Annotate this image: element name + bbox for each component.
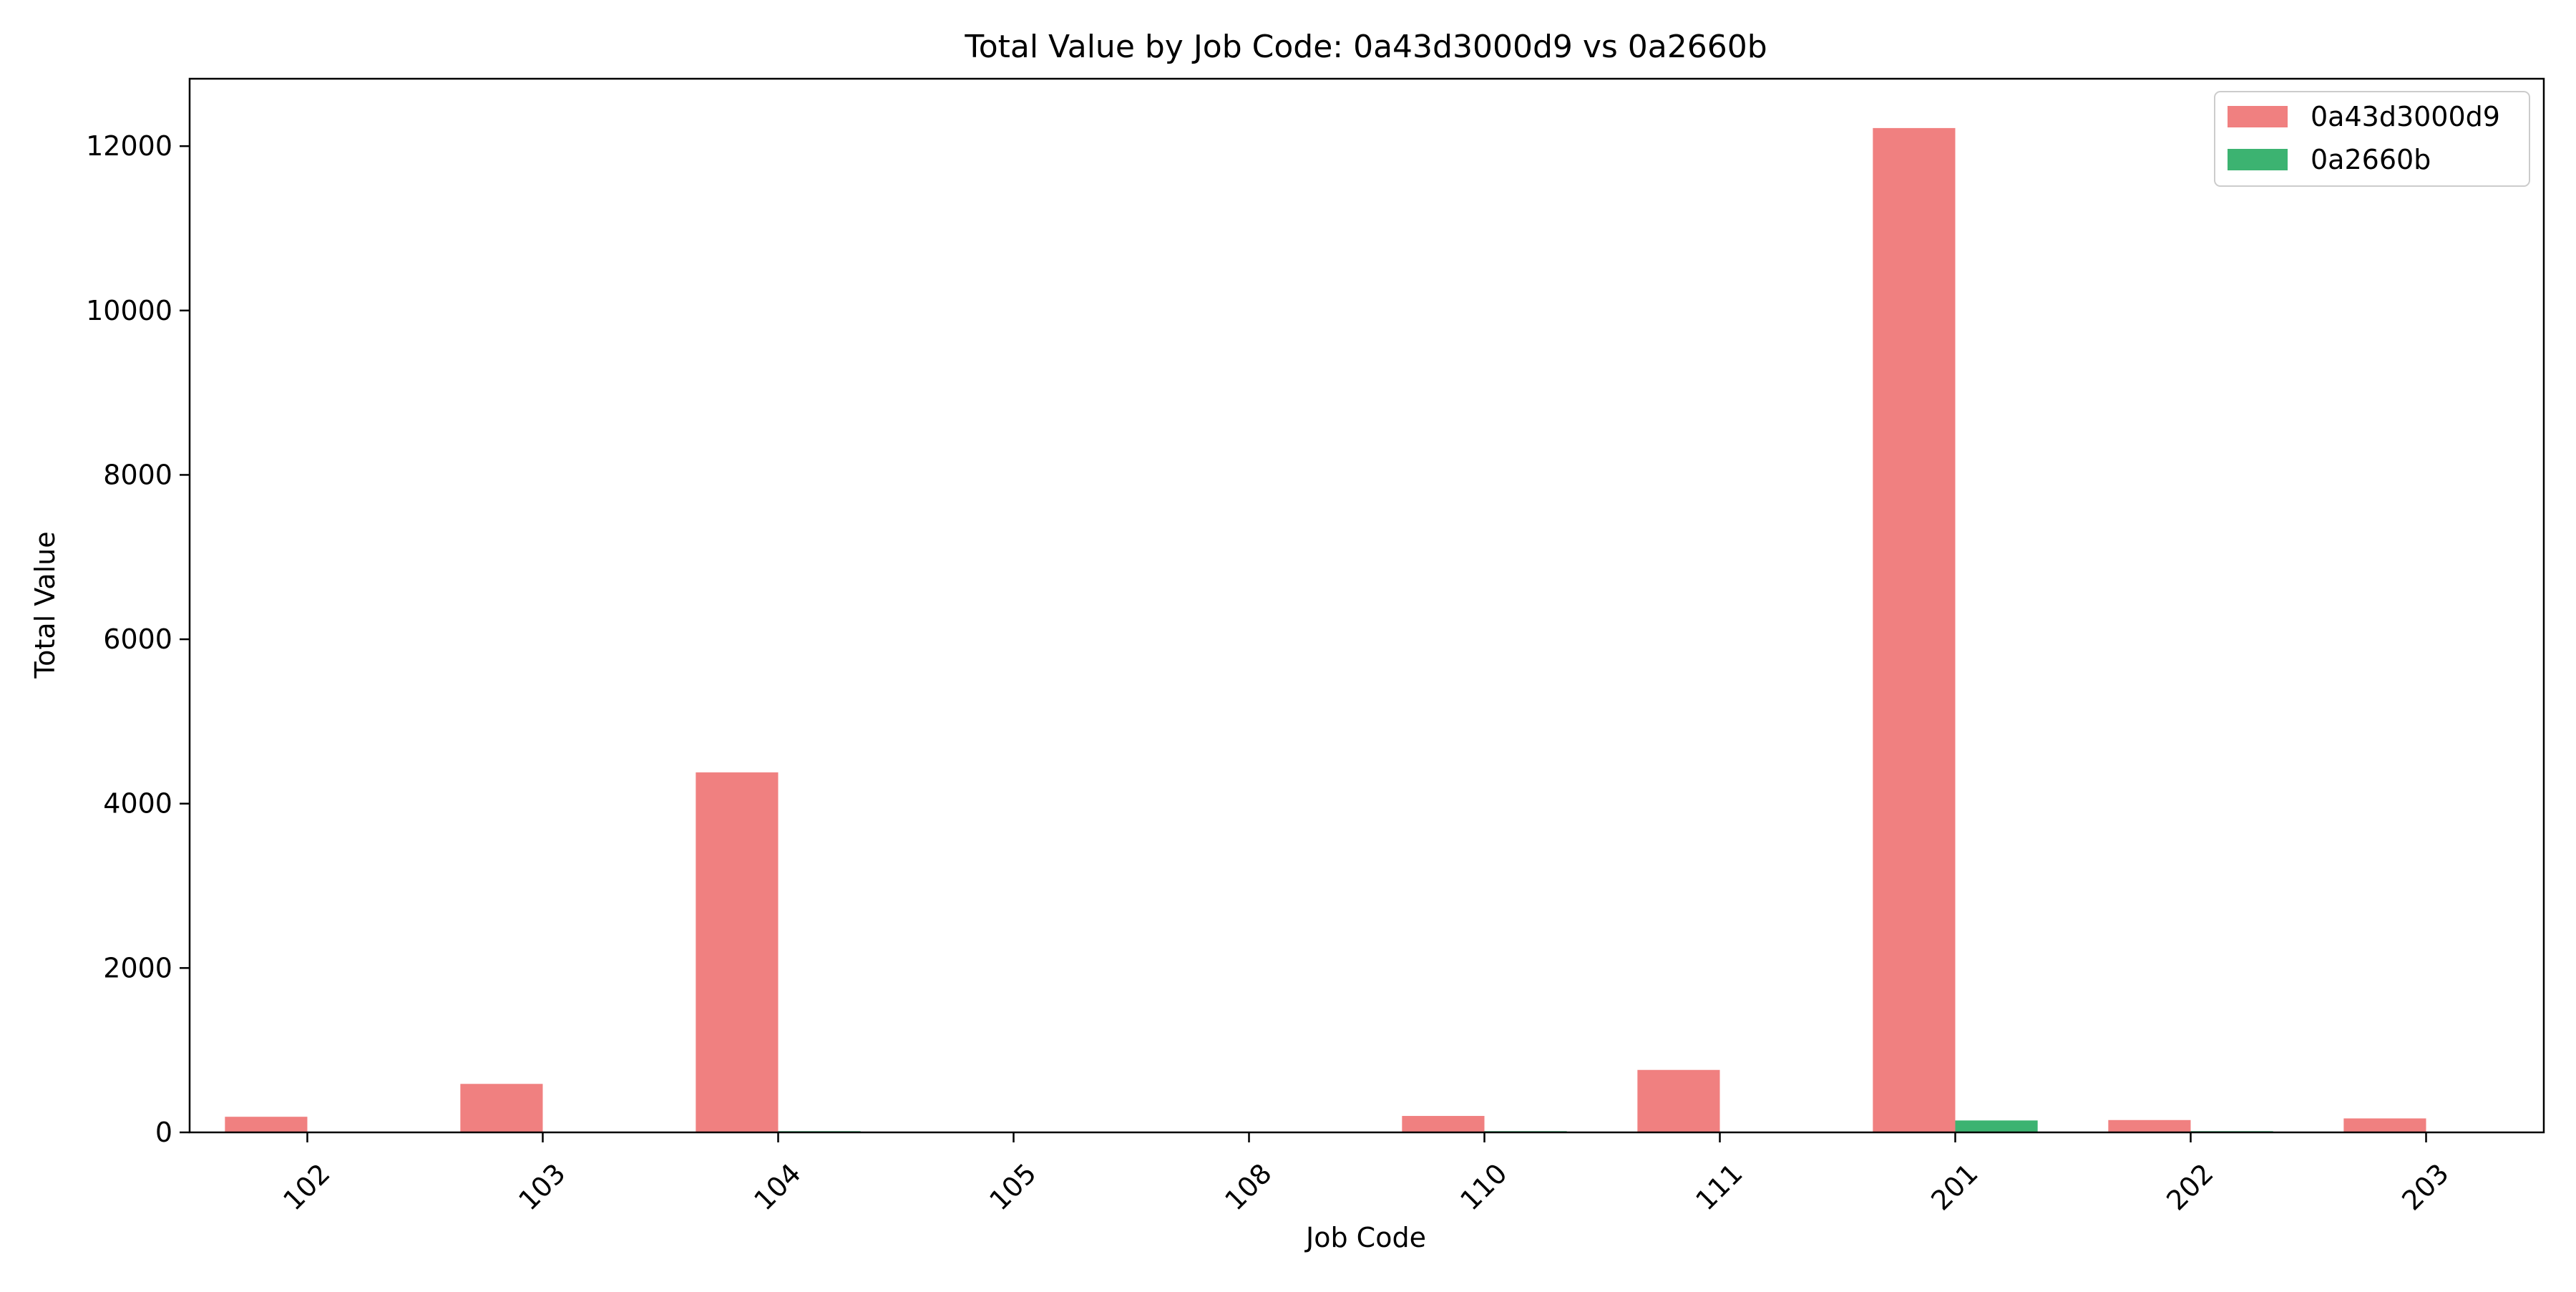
y-axis-label: Total Value [29,531,61,679]
y-tick-label: 4000 [103,788,172,820]
bar-series-1-102 [225,1117,308,1132]
legend-swatch [2228,106,2288,127]
bars-layer [225,127,2426,1133]
x-tick-label: 102 [277,1157,336,1216]
x-tick-label: 108 [1219,1157,1277,1216]
chart-title: Total Value by Job Code: 0a43d3000d9 vs … [964,29,1767,65]
y-tick-label: 10000 [86,295,172,326]
bar-series-1-201 [1873,127,1956,1133]
legend-box [2214,91,2530,187]
bar-series-2-201 [1955,1120,2038,1132]
legend-label: 0a43d3000d9 [2311,101,2500,132]
bar-series-1-203 [2343,1118,2426,1132]
y-tick-label: 6000 [103,623,172,655]
x-tick-label: 103 [512,1157,571,1216]
bar-series-1-110 [1402,1116,1485,1132]
y-axis-ticks: 0 2000 4000 6000 8000 10000 12000 [86,130,190,1148]
x-axis-ticks: 102 103 104 105 108 110 111 201 202 203 [277,1132,2455,1216]
x-tick-label: 201 [1925,1157,1984,1216]
x-tick-label: 111 [1689,1157,1748,1216]
legend: 0a43d3000d9 0a2660b [2214,91,2530,187]
y-tick-label: 2000 [103,952,172,983]
bar-series-1-202 [2108,1119,2191,1132]
x-tick-label: 110 [1454,1157,1513,1216]
bar-series-1-104 [696,772,779,1132]
y-tick-label: 8000 [103,459,172,490]
x-axis-label: Job Code [1304,1222,1426,1253]
legend-label: 0a2660b [2311,144,2431,175]
plot-frame [188,77,2545,1134]
x-tick-label: 203 [2396,1157,2454,1216]
x-tick-label: 202 [2160,1157,2219,1216]
bar-series-1-103 [460,1084,543,1132]
x-tick-label: 105 [983,1157,1042,1216]
bar-series-1-111 [1637,1069,1720,1132]
y-tick-label: 0 [155,1117,172,1148]
x-tick-label: 104 [748,1157,806,1216]
y-tick-label: 12000 [86,130,172,162]
legend-swatch [2228,149,2288,170]
